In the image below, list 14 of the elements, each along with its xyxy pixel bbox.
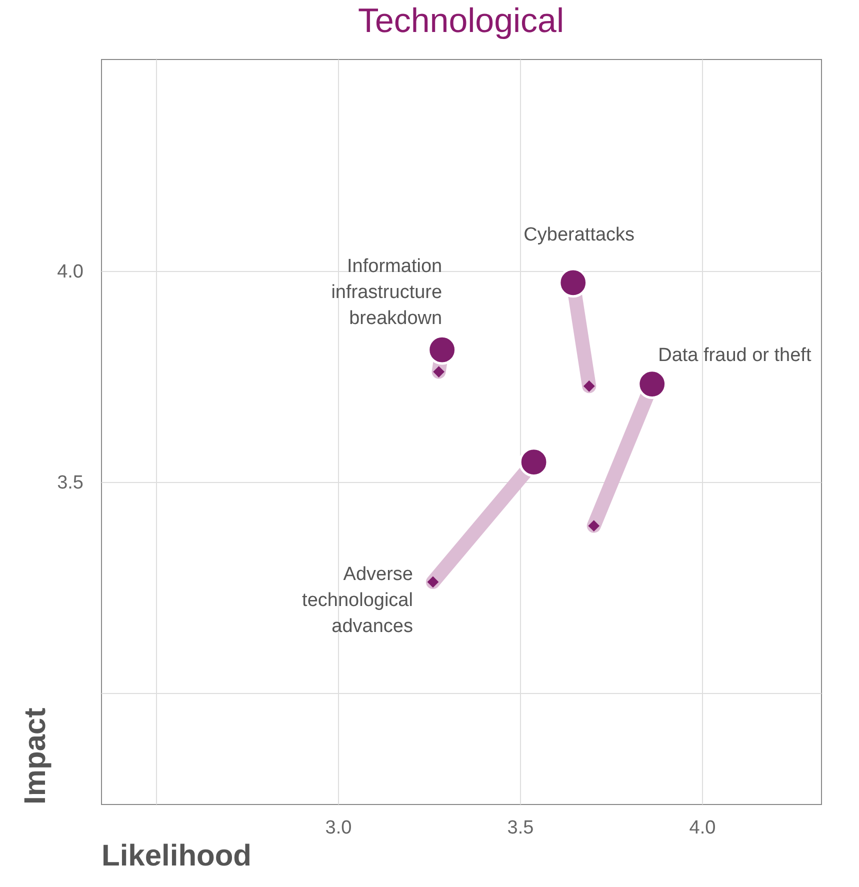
- annotation: Cyberattacks: [524, 224, 635, 246]
- chart-title: Technological: [358, 2, 564, 40]
- x-tick-label: 3.0: [325, 818, 352, 838]
- y-axis-title: Impact: [19, 708, 52, 804]
- point: [583, 380, 595, 392]
- annotation: Data fraud or theft: [658, 345, 812, 366]
- x-axis-title: Likelihood: [102, 840, 252, 872]
- annotation: Adverse technological advances: [302, 564, 413, 637]
- x-tick-label: 3.5: [507, 818, 534, 838]
- x-tick-label: 4.0: [689, 818, 716, 838]
- point: [588, 520, 600, 532]
- point: [433, 366, 444, 378]
- point: [427, 576, 439, 588]
- annotation: Information infrastructure breakdown: [331, 256, 442, 329]
